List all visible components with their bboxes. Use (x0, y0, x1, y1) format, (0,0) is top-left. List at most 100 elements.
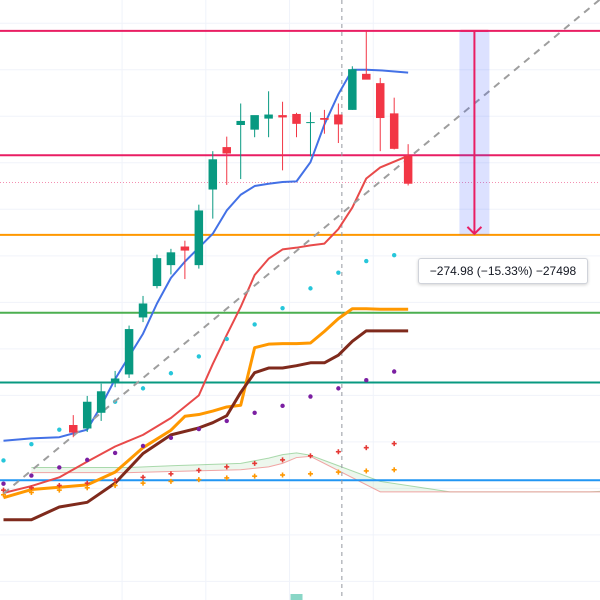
series-cross (252, 473, 258, 479)
candle (389, 97, 399, 150)
series-dot (336, 386, 341, 391)
candle (82, 395, 92, 432)
series-dot (29, 473, 34, 478)
series-cross (84, 480, 90, 486)
series-dot (224, 336, 229, 342)
candle (362, 31, 371, 80)
candle-body (69, 425, 78, 433)
series-cross (0, 487, 6, 493)
volume-bar (290, 594, 303, 600)
candle (250, 115, 259, 138)
series-dot (364, 258, 369, 264)
series-dot (336, 270, 341, 275)
series-dot (308, 394, 313, 399)
series-cross (28, 485, 34, 491)
series-cross (335, 449, 341, 455)
candle (208, 151, 218, 219)
candle-body (403, 155, 413, 184)
series-cross (168, 478, 174, 484)
candle (152, 254, 162, 289)
candle (236, 103, 245, 180)
indicator-series (0, 0, 600, 522)
candle (278, 101, 287, 171)
series-cross (307, 453, 313, 459)
series-cross (168, 471, 174, 477)
series-dot (364, 378, 369, 383)
series-cross (363, 468, 369, 474)
series-cross (280, 472, 286, 478)
series-dot (280, 403, 285, 409)
series-cross (252, 460, 258, 466)
candles[interactable] (69, 31, 413, 438)
candle-body (306, 122, 315, 124)
series-dot (168, 435, 174, 440)
series-cross (140, 474, 146, 480)
series-dot (308, 286, 313, 291)
series-dot (280, 305, 285, 311)
series-cross (363, 445, 369, 451)
series-dot (168, 371, 174, 376)
series-cross (112, 477, 118, 483)
candle (334, 103, 343, 144)
candle-body (222, 147, 231, 154)
series-dot (140, 386, 146, 391)
candle-body (334, 114, 343, 125)
series-dot (391, 369, 397, 374)
series-dot (57, 427, 62, 432)
price-range-tool[interactable] (459, 29, 490, 236)
volume (290, 594, 303, 600)
measure-arrowhead (466, 226, 483, 236)
candle (403, 144, 413, 186)
series-cross (307, 471, 313, 477)
candle (110, 370, 120, 388)
series-cross (196, 477, 202, 483)
series-dot (1, 458, 6, 463)
candle (292, 112, 301, 138)
candle-body (82, 401, 92, 429)
candle (222, 136, 231, 185)
series-dot (196, 354, 202, 359)
candle-body (278, 115, 287, 118)
candle-body (166, 252, 176, 266)
candle-body (110, 378, 120, 384)
candle-body (348, 69, 357, 110)
series-line (3, 329, 409, 522)
series-line (3, 307, 409, 500)
series-cross (56, 487, 62, 493)
candle (306, 112, 315, 157)
series-dot (57, 465, 62, 470)
candle-body (96, 391, 106, 413)
candle-body (124, 329, 134, 375)
candle-body (208, 159, 218, 190)
candle-body (138, 303, 148, 318)
candle (166, 248, 176, 275)
series-cross (140, 480, 146, 486)
candle-body (362, 73, 371, 80)
candle-body (320, 118, 329, 120)
candle (124, 325, 134, 378)
candle (138, 295, 148, 323)
series-cross (112, 482, 118, 488)
series-cross (391, 467, 397, 473)
series-dot (112, 450, 118, 456)
series-dot (224, 418, 229, 424)
series-cross (335, 469, 341, 475)
series-dot (29, 441, 34, 447)
ichimoku-cloud (31, 452, 600, 493)
series-dot (140, 443, 146, 449)
series-dot (252, 322, 257, 327)
candle-body (375, 83, 385, 119)
candle (96, 383, 106, 421)
series-cross (56, 482, 62, 488)
series-cross (224, 464, 230, 470)
series-dot (252, 410, 257, 415)
series-cross (84, 485, 90, 491)
series-cross (391, 441, 397, 447)
candle-body (194, 210, 204, 266)
candle (194, 204, 204, 269)
candle-body (250, 115, 259, 130)
series-dot (1, 481, 6, 486)
